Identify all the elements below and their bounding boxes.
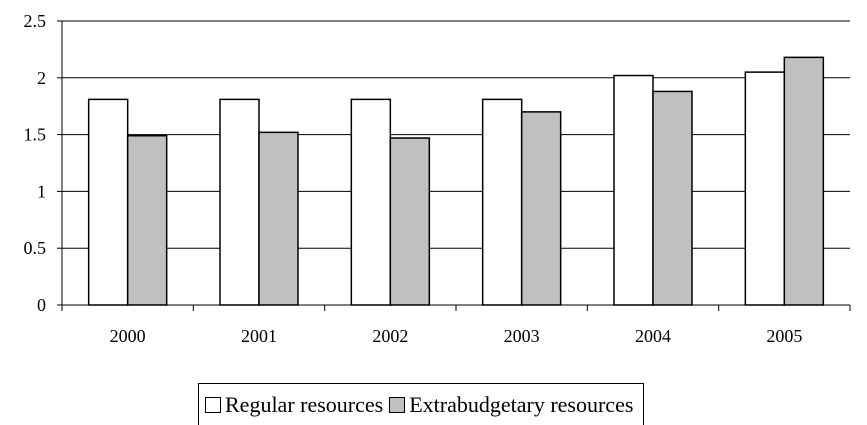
bar-regular-resources-2001 [219,98,260,306]
bar-regular-resources-2003 [481,98,523,306]
y-tick-label: 2.5 [24,11,47,31]
y-tick-labels: 0 0.5 1 1.5 2 2.5 [24,11,47,315]
bar-regular-resources-2005 [744,71,786,306]
x-tick-label-2003: 2003 [504,326,540,346]
x-tick-label-2000: 2000 [110,326,146,346]
y-tick-label: 1.5 [24,125,47,145]
legend-swatch-extrabudgetary-resources [389,396,406,413]
bar-extrabudgetary-resources-2003 [520,111,562,306]
bar-regular-resources-2002 [350,98,392,306]
bar-regular-resources-2000 [87,98,129,306]
x-tick-label-2002: 2002 [372,326,408,346]
gridlines [62,20,850,249]
x-tick-labels: 2000 2001 2002 2003 2004 2005 [110,326,803,346]
bar-extrabudgetary-resources-2002 [389,137,431,306]
bar-regular-resources-2004 [613,74,654,306]
x-tick-label-2005: 2005 [766,326,802,346]
y-tick-label: 2 [37,68,46,88]
bar-extrabudgetary-resources-2001 [258,131,299,306]
bar-extrabudgetary-resources-2000 [126,134,168,306]
bar-extrabudgetary-resources-2004 [652,90,693,306]
y-tick-label: 1 [37,181,46,201]
legend-swatch-regular-resources [205,396,221,413]
legend-item-extrabudgetary-resources: Extrabudgetary resources [389,392,633,418]
legend-item-regular-resources: Regular resources [205,392,383,418]
legend-label-regular-resources: Regular resources [225,391,384,417]
y-tick-label: 0 [37,295,46,315]
axes [57,20,851,311]
legend: Regular resources Extrabudgetary resourc… [198,383,645,425]
bar-extrabudgetary-resources-2005 [783,56,825,306]
bars [87,56,825,306]
y-tick-label: 0.5 [24,238,47,258]
x-tick-label-2001: 2001 [241,326,277,346]
legend-label-extrabudgetary-resources: Extrabudgetary resources [409,391,634,417]
x-tick-label-2004: 2004 [635,326,671,346]
